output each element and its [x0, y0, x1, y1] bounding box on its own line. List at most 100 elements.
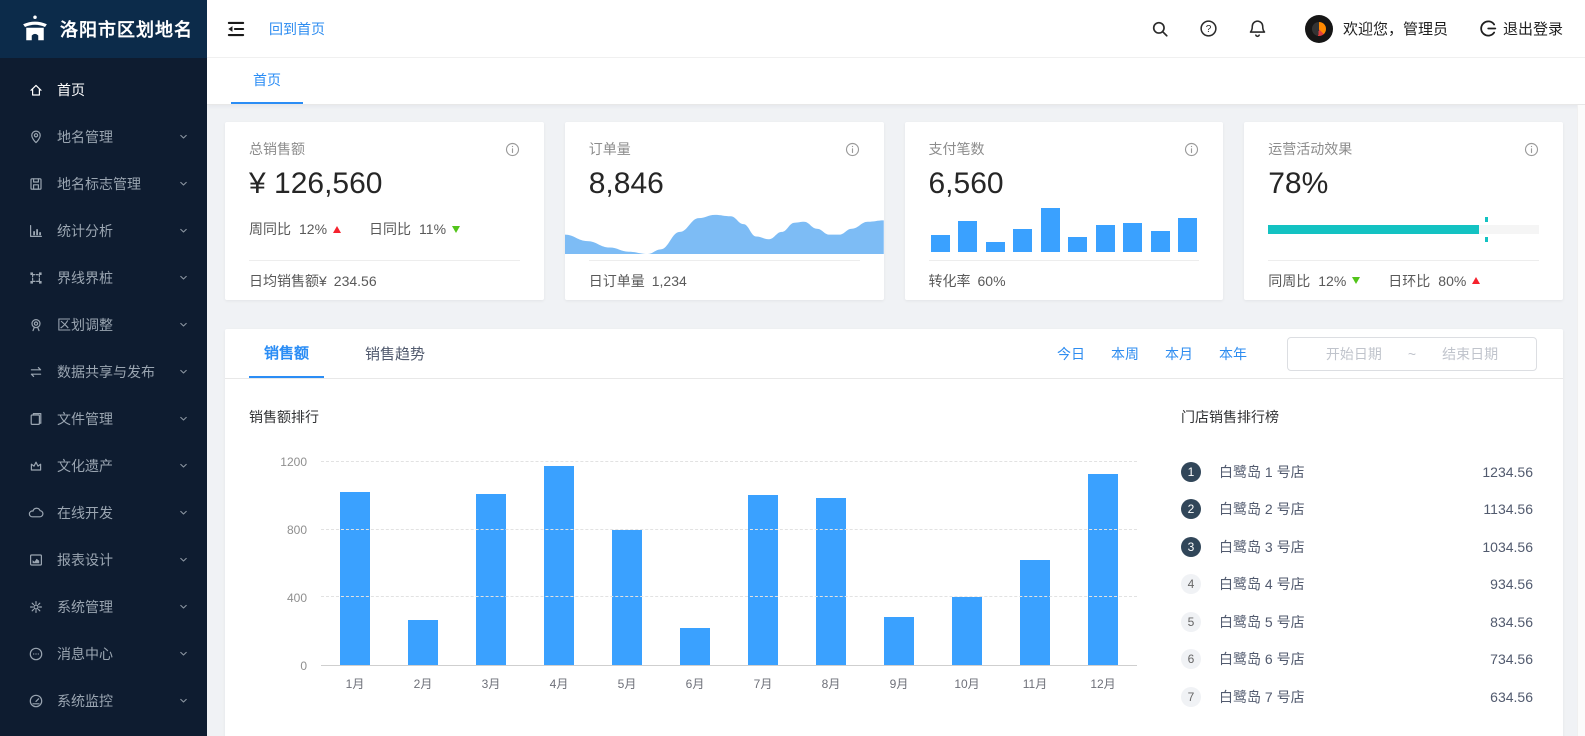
rank-badge: 5 — [1181, 611, 1201, 632]
sidebar-item-message-center[interactable]: 消息中心 — [0, 630, 207, 677]
sidebar-item-file-management[interactable]: 文件管理 — [0, 395, 207, 442]
x-axis-labels: 1月 2月 3月 4月 5月 6月 7月 8月 9月 10月 11月 12月 — [321, 666, 1137, 692]
city-gate-icon — [20, 15, 50, 43]
rank-badge: 1 — [1181, 461, 1201, 482]
rank-badge: 2 — [1181, 499, 1201, 520]
x-tick-label: 10月 — [954, 677, 980, 691]
x-tick-label: 2月 — [413, 677, 433, 691]
payments-mini-bar-chart — [929, 206, 1200, 252]
footer-value: 1,234 — [651, 272, 687, 289]
progress-target-marker — [1484, 216, 1488, 222]
chevron-down-icon — [178, 648, 189, 659]
orders-area-sparkline — [564, 214, 884, 254]
vertical-scrollbar[interactable] — [1577, 105, 1585, 736]
stat-card-campaign-effect: 运营活动效果 78% 同周比 12% 日环比 80% — [1244, 122, 1563, 300]
chevron-down-icon — [178, 460, 189, 471]
boundary-icon — [28, 270, 44, 286]
sidebar-item-label: 文件管理 — [57, 410, 113, 427]
crown-icon — [28, 458, 44, 474]
notification-bell-icon[interactable] — [1248, 19, 1267, 38]
trend-down: 日同比 11% — [369, 219, 461, 239]
quick-link-2[interactable]: 本月 — [1165, 345, 1193, 362]
ranking-row-3: 3 白鹭岛 3 号店 1034.56 — [1181, 528, 1533, 566]
sidebar-item-label: 报表设计 — [57, 551, 113, 568]
sidebar-item-statistics-analysis[interactable]: 统计分析 — [0, 207, 207, 254]
sidebar-item-data-sharing-publish[interactable]: 数据共享与发布 — [0, 348, 207, 395]
date-range-separator: ~ — [1407, 345, 1417, 362]
sidebar-item-placename-sign-management[interactable]: 地名标志管理 — [0, 160, 207, 207]
sales-bar-chart: 0 400 800 1200 — [249, 455, 1137, 673]
info-icon[interactable] — [505, 142, 520, 157]
mini-bar — [958, 220, 978, 252]
sidebar-item-boundary-markers[interactable]: 界线界桩 — [0, 254, 207, 301]
logout-button[interactable]: 退出登录 — [1478, 18, 1563, 39]
y-axis: 0 400 800 1200 — [249, 455, 321, 673]
store-sales-value: 734.56 — [1490, 651, 1533, 668]
search-icon[interactable] — [1151, 20, 1169, 38]
card-title: 支付笔数 — [928, 141, 985, 157]
user-avatar[interactable] — [1304, 14, 1333, 43]
card-title: 总销售额 — [249, 141, 305, 157]
info-icon[interactable] — [1184, 142, 1199, 157]
cloud-icon — [28, 505, 44, 521]
sidebar-collapse-icon[interactable] — [225, 18, 247, 40]
rank-badge: 6 — [1181, 649, 1201, 670]
card-title: 运营活动效果 — [1268, 141, 1353, 157]
sidebar-menu: 首页地名管理地名标志管理统计分析界线界桩区划调整数据共享与发布文件管理文化遗产在… — [0, 58, 207, 724]
chevron-down-icon — [178, 131, 189, 142]
chevron-down-icon — [178, 554, 189, 565]
x-tick-label: 3月 — [481, 677, 501, 691]
x-tick-label: 8月 — [821, 677, 841, 691]
sidebar-item-placename-management[interactable]: 地名管理 — [0, 113, 207, 160]
card-value: 8,846 — [588, 167, 664, 200]
footer-label: 日订单量 — [588, 272, 645, 289]
quick-link-0[interactable]: 今日 — [1057, 345, 1085, 362]
store-ranking-list: 1 白鹭岛 1 号店 1234.56 2 白鹭岛 2 号店 1134.56 3 白鹭岛 3 号… — [1181, 453, 1533, 716]
chevron-down-icon — [178, 601, 189, 612]
date-range-picker[interactable]: 开始日期 ~ 结束日期 — [1287, 336, 1537, 371]
y-tick-label: 1200 — [280, 455, 307, 469]
welcome-text: 欢迎您，管理员 — [1342, 21, 1448, 38]
chart-title: 销售额排行 — [249, 409, 319, 425]
mini-bar — [930, 234, 950, 252]
start-date-placeholder: 开始日期 — [1325, 345, 1382, 362]
badge-icon — [28, 317, 44, 333]
date-filter-controls: 今日 本周 本月 本年 开始日期 ~ 结束日期 — [1057, 329, 1537, 378]
x-tick-label: 1月 — [345, 677, 365, 691]
help-icon[interactable]: ? — [1199, 19, 1218, 38]
stat-card-order-volume: 订单量 8,846 日订单量 1,234 — [564, 122, 884, 300]
trend-up: 周同比 12% — [249, 219, 342, 239]
footer-label: 日均销售额¥ — [249, 272, 327, 289]
back-home-link[interactable]: 回到首页 — [269, 20, 325, 37]
info-icon[interactable] — [1524, 142, 1539, 157]
sidebar-item-system-monitor[interactable]: 系统监控 — [0, 677, 207, 724]
y-tick-label: 800 — [286, 523, 307, 538]
sidebar-item-cultural-heritage[interactable]: 文化遗产 — [0, 442, 207, 489]
info-icon[interactable] — [845, 142, 860, 157]
store-sales-value: 1234.56 — [1482, 463, 1533, 480]
progress-target-marker — [1484, 236, 1488, 242]
quick-link-1[interactable]: 本周 — [1111, 345, 1139, 362]
y-tick-label: 400 — [286, 591, 307, 606]
route-tab-home[interactable]: 首页 — [231, 58, 303, 104]
sidebar: 洛阳市区划地名 首页 地名管理 地名标志管理 统计分析 界线界桩 区划调整 数据共享与发布文… — [0, 0, 207, 736]
tab-sales-amount[interactable]: 销售额 — [249, 329, 325, 378]
sales-bar-6月 — [680, 627, 710, 665]
sidebar-item-label: 区划调整 — [57, 316, 113, 333]
brand-logo[interactable]: 洛阳市区划地名 — [0, 0, 207, 58]
tab-sales-trend[interactable]: 销售趋势 — [365, 346, 426, 363]
footer-value: 234.56 — [333, 272, 377, 289]
sidebar-item-label: 统计分析 — [57, 222, 113, 239]
card-value: ¥ 126,560 — [249, 167, 383, 200]
sidebar-item-home[interactable]: 首页 — [0, 66, 207, 113]
sidebar-item-zoning-adjustment[interactable]: 区划调整 — [0, 301, 207, 348]
sidebar-item-label: 地名管理 — [57, 128, 113, 145]
svg-text:?: ? — [1206, 24, 1212, 35]
sidebar-item-system-management[interactable]: 系统管理 — [0, 583, 207, 630]
ranking-title: 门店销售排行榜 — [1181, 409, 1279, 425]
home-icon — [28, 82, 44, 98]
y-tick-label: 0 — [300, 659, 307, 673]
sidebar-item-report-design[interactable]: 报表设计 — [0, 536, 207, 583]
sidebar-item-online-development[interactable]: 在线开发 — [0, 489, 207, 536]
quick-link-3[interactable]: 本年 — [1219, 345, 1247, 362]
